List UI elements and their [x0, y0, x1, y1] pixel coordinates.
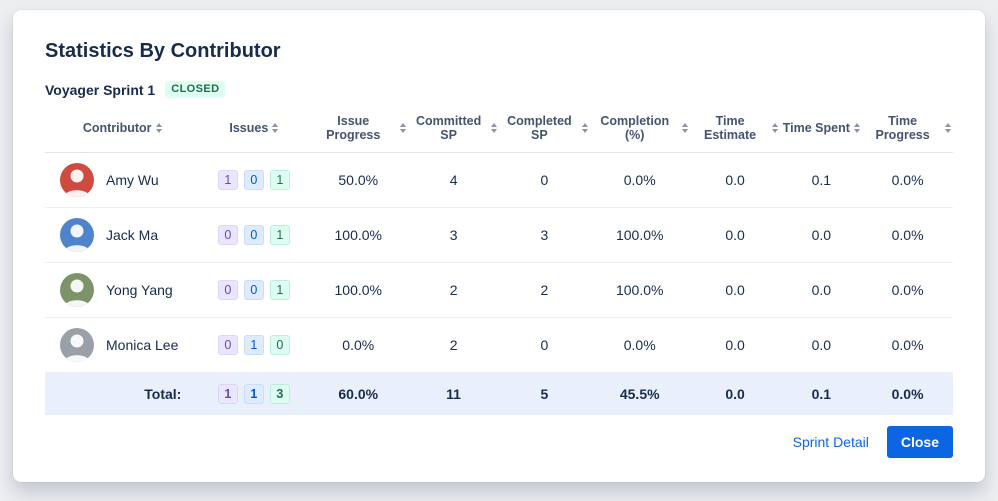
time-estimate-value: 0.0 — [689, 207, 781, 263]
issue-count-badges: 0 0 1 — [217, 280, 290, 300]
column-header-completed-sp[interactable]: Completed SP — [498, 108, 590, 153]
completed-sp-value: 0 — [498, 152, 590, 208]
table-row: Amy Wu 1 0 1 50.0% 4 0 0.0% 0.0 0.1 0.0% — [45, 152, 953, 208]
time-spent-value: 0.0 — [780, 262, 863, 318]
avatar — [60, 273, 94, 307]
contributor-name: Monica Lee — [106, 337, 179, 353]
time-spent-value: 0.0 — [780, 207, 863, 263]
sprint-header: Voyager Sprint 1 CLOSED — [45, 81, 953, 98]
sort-icon — [581, 123, 588, 133]
time-spent-value: 0.0 — [780, 317, 863, 373]
inprogress-count-badge: 1 — [243, 335, 264, 355]
sort-icon — [155, 123, 162, 133]
time-estimate-value: 0.0 — [689, 262, 781, 318]
close-button[interactable]: Close — [886, 426, 953, 458]
sort-icon — [945, 123, 951, 133]
modal-footer: Sprint Detail Close — [793, 426, 953, 458]
statistics-modal: Statistics By Contributor Voyager Sprint… — [13, 10, 985, 482]
total-committed-sp: 11 — [408, 372, 499, 415]
total-row: Total: 1 1 3 60.0% 11 5 45.5% 0.0 0.1 0.… — [45, 372, 953, 415]
total-time-progress: 0.0% — [862, 372, 953, 415]
status-badge: CLOSED — [165, 81, 226, 98]
contributor-name: Amy Wu — [106, 172, 159, 188]
issue-count-badges: 0 0 1 — [217, 225, 290, 245]
completed-sp-value: 3 — [498, 207, 590, 263]
column-header-time-estimate[interactable]: Time Estimate — [689, 108, 781, 153]
done-count-badge: 3 — [269, 383, 290, 404]
page-title: Statistics By Contributor — [45, 40, 281, 62]
todo-count-badge: 0 — [217, 225, 238, 245]
column-header-contributor[interactable]: Contributor — [45, 108, 200, 153]
issue-count-badges: 1 1 3 — [217, 383, 290, 404]
committed-sp-value: 2 — [408, 317, 499, 373]
column-header-committed-sp[interactable]: Committed SP — [408, 108, 499, 153]
issue-progress-value: 100.0% — [308, 207, 409, 263]
contributor-name: Yong Yang — [106, 282, 173, 298]
sort-icon — [272, 123, 279, 133]
completion-value: 0.0% — [589, 152, 690, 208]
total-label: Total: — [45, 372, 200, 415]
completion-value: 0.0% — [589, 317, 690, 373]
total-completed-sp: 5 — [498, 372, 590, 415]
sort-icon — [490, 123, 497, 133]
time-spent-value: 0.1 — [780, 152, 863, 208]
done-count-badge: 1 — [269, 170, 290, 190]
issue-progress-value: 100.0% — [308, 262, 409, 318]
issue-count-badges: 0 1 0 — [217, 335, 290, 355]
table-row: Yong Yang 0 0 1 100.0% 2 2 100.0% 0.0 0.… — [45, 262, 953, 318]
committed-sp-value: 2 — [408, 262, 499, 318]
time-progress-value: 0.0% — [862, 317, 953, 373]
issue-count-badges: 1 0 1 — [217, 170, 290, 190]
inprogress-count-badge: 0 — [243, 225, 264, 245]
done-count-badge: 0 — [269, 335, 290, 355]
inprogress-count-badge: 1 — [243, 383, 264, 404]
time-progress-value: 0.0% — [862, 152, 953, 208]
table-row: Jack Ma 0 0 1 100.0% 3 3 100.0% 0.0 0.0 … — [45, 207, 953, 263]
todo-count-badge: 1 — [217, 383, 238, 404]
todo-count-badge: 1 — [217, 170, 238, 190]
statistics-table: Contributor Issues Issue Progress Commit… — [45, 108, 953, 415]
sprint-name: Voyager Sprint 1 — [45, 81, 156, 98]
avatar — [60, 218, 94, 252]
sort-icon — [853, 123, 860, 133]
todo-count-badge: 0 — [217, 280, 238, 300]
column-header-issue-progress[interactable]: Issue Progress — [308, 108, 409, 153]
committed-sp-value: 4 — [408, 152, 499, 208]
sprint-detail-link[interactable]: Sprint Detail — [792, 434, 869, 450]
time-estimate-value: 0.0 — [689, 317, 781, 373]
table-row: Monica Lee 0 1 0 0.0% 2 0 0.0% 0.0 0.0 0… — [45, 317, 953, 373]
column-header-time-progress[interactable]: Time Progress — [862, 108, 953, 153]
total-time-estimate: 0.0 — [689, 372, 781, 415]
time-estimate-value: 0.0 — [689, 152, 781, 208]
committed-sp-value: 3 — [408, 207, 499, 263]
total-issue-progress: 60.0% — [308, 372, 409, 415]
column-header-time-spent[interactable]: Time Spent — [780, 108, 863, 153]
completed-sp-value: 2 — [498, 262, 590, 318]
avatar — [60, 328, 94, 362]
column-header-issues[interactable]: Issues — [199, 108, 309, 153]
contributor-name: Jack Ma — [106, 227, 159, 243]
todo-count-badge: 0 — [217, 335, 238, 355]
total-completion: 45.5% — [589, 372, 690, 415]
done-count-badge: 1 — [269, 225, 290, 245]
done-count-badge: 1 — [269, 280, 290, 300]
completion-value: 100.0% — [589, 262, 690, 318]
column-header-completion[interactable]: Completion (%) — [589, 108, 690, 153]
total-time-spent: 0.1 — [780, 372, 863, 415]
completed-sp-value: 0 — [498, 317, 590, 373]
time-progress-value: 0.0% — [862, 262, 953, 318]
inprogress-count-badge: 0 — [243, 280, 264, 300]
avatar — [60, 163, 94, 197]
table-header-row: Contributor Issues Issue Progress Commit… — [45, 108, 953, 153]
sort-icon — [400, 123, 407, 133]
sort-icon — [772, 123, 779, 133]
sort-icon — [681, 123, 688, 133]
completion-value: 100.0% — [589, 207, 690, 263]
issue-progress-value: 0.0% — [308, 317, 409, 373]
issue-progress-value: 50.0% — [308, 152, 409, 208]
inprogress-count-badge: 0 — [243, 170, 264, 190]
time-progress-value: 0.0% — [862, 207, 953, 263]
